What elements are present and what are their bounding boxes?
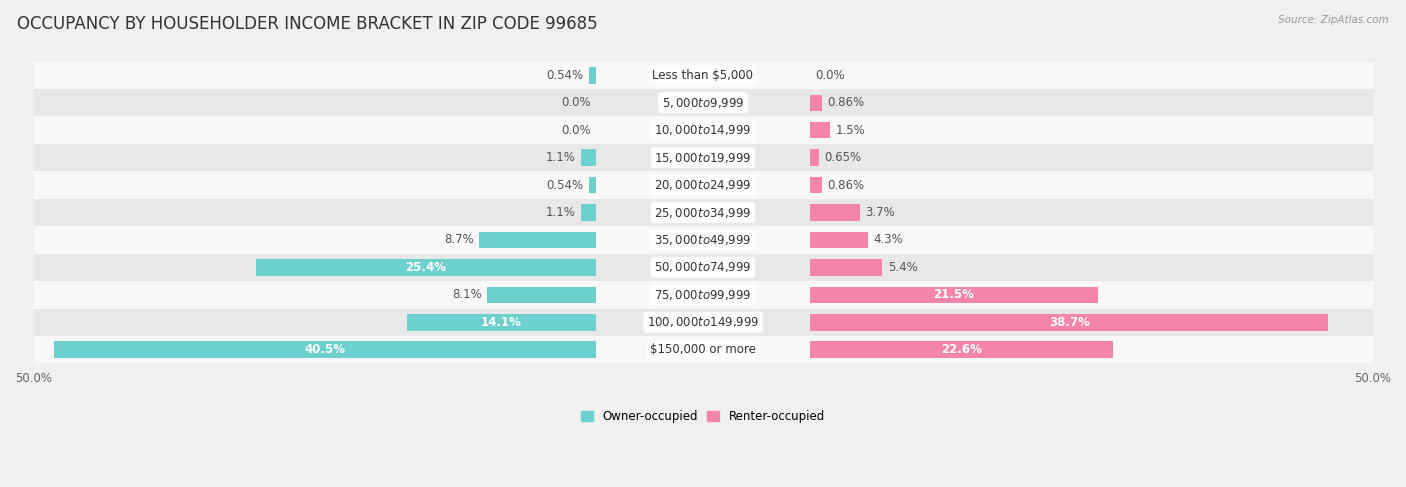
Bar (488, 287, 596, 303)
Bar (810, 259, 883, 276)
Bar (589, 67, 596, 84)
Bar (589, 177, 596, 193)
Text: 1.1%: 1.1% (546, 151, 576, 164)
Bar (810, 150, 818, 166)
Text: 0.65%: 0.65% (824, 151, 862, 164)
Text: 0.86%: 0.86% (827, 179, 865, 191)
Text: 4.3%: 4.3% (873, 233, 903, 246)
Bar (34, 61, 1372, 89)
Bar (581, 150, 596, 166)
Text: $50,000 to $74,999: $50,000 to $74,999 (654, 261, 752, 274)
Text: 1.1%: 1.1% (546, 206, 576, 219)
Text: $20,000 to $24,999: $20,000 to $24,999 (654, 178, 752, 192)
Bar (810, 122, 830, 138)
Text: 25.4%: 25.4% (405, 261, 446, 274)
Bar (34, 336, 1372, 363)
Text: 8.7%: 8.7% (444, 233, 474, 246)
Text: 38.7%: 38.7% (1049, 316, 1090, 329)
Text: 22.6%: 22.6% (941, 343, 981, 356)
Text: 5.4%: 5.4% (887, 261, 918, 274)
Text: $25,000 to $34,999: $25,000 to $34,999 (654, 206, 752, 220)
Text: 0.0%: 0.0% (815, 69, 845, 82)
Text: 0.54%: 0.54% (546, 179, 583, 191)
Text: 21.5%: 21.5% (934, 288, 974, 301)
Text: 1.5%: 1.5% (835, 124, 865, 137)
Bar (810, 341, 1112, 358)
Text: 0.86%: 0.86% (827, 96, 865, 109)
Text: $100,000 to $149,999: $100,000 to $149,999 (647, 315, 759, 329)
Text: $5,000 to $9,999: $5,000 to $9,999 (662, 96, 744, 110)
Text: 0.0%: 0.0% (561, 96, 591, 109)
Text: $75,000 to $99,999: $75,000 to $99,999 (654, 288, 752, 302)
Text: Less than $5,000: Less than $5,000 (652, 69, 754, 82)
Bar (34, 309, 1372, 336)
Bar (34, 171, 1372, 199)
Bar (34, 281, 1372, 309)
Bar (34, 199, 1372, 226)
Text: Source: ZipAtlas.com: Source: ZipAtlas.com (1278, 15, 1389, 25)
Bar (34, 89, 1372, 116)
Text: 14.1%: 14.1% (481, 316, 522, 329)
Text: $10,000 to $14,999: $10,000 to $14,999 (654, 123, 752, 137)
Text: 0.0%: 0.0% (561, 124, 591, 137)
Bar (810, 204, 859, 221)
Bar (479, 232, 596, 248)
Bar (53, 341, 596, 358)
Bar (810, 287, 1098, 303)
Legend: Owner-occupied, Renter-occupied: Owner-occupied, Renter-occupied (576, 406, 830, 428)
Text: $35,000 to $49,999: $35,000 to $49,999 (654, 233, 752, 247)
Text: 3.7%: 3.7% (865, 206, 894, 219)
Bar (34, 226, 1372, 254)
Text: $15,000 to $19,999: $15,000 to $19,999 (654, 150, 752, 165)
Text: 40.5%: 40.5% (304, 343, 346, 356)
Bar (810, 232, 868, 248)
Text: OCCUPANCY BY HOUSEHOLDER INCOME BRACKET IN ZIP CODE 99685: OCCUPANCY BY HOUSEHOLDER INCOME BRACKET … (17, 15, 598, 33)
Bar (34, 116, 1372, 144)
Bar (34, 254, 1372, 281)
Text: $150,000 or more: $150,000 or more (650, 343, 756, 356)
Bar (581, 204, 596, 221)
Bar (34, 144, 1372, 171)
Bar (810, 314, 1329, 331)
Text: 8.1%: 8.1% (453, 288, 482, 301)
Bar (408, 314, 596, 331)
Bar (256, 259, 596, 276)
Text: 0.54%: 0.54% (546, 69, 583, 82)
Bar (810, 177, 821, 193)
Bar (810, 94, 821, 111)
